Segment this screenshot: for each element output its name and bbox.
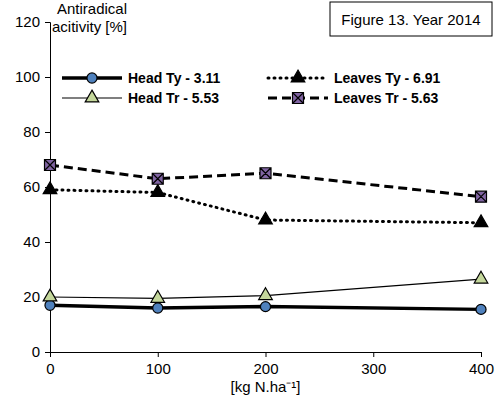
x-tick-label: 100	[146, 360, 171, 377]
legend-marker	[291, 70, 305, 82]
series-marker	[474, 215, 488, 227]
y-tick-mark	[45, 242, 50, 243]
y-tick-label: 80	[23, 123, 40, 140]
legend-label: Head Ty - 3.11	[128, 70, 221, 86]
legend-label: Leaves Tr - 5.63	[334, 90, 439, 106]
title-box	[330, 2, 492, 36]
series-marker	[259, 212, 273, 224]
x-tick: 400	[469, 352, 494, 377]
plot-area	[43, 160, 488, 315]
y-tick: 0	[32, 343, 50, 360]
legend-item: Leaves Tr - 5.63	[268, 90, 439, 106]
y-tick: 100	[15, 68, 50, 85]
legend-label: Leaves Ty - 6.91	[334, 70, 441, 86]
y-tick-mark	[45, 352, 50, 353]
x-tick-label: 400	[469, 360, 494, 377]
series-marker	[152, 173, 163, 184]
series-marker	[45, 300, 55, 310]
chart: 0 20 40 60 80 100 120 0 100 200 300 400 Antiradicala…	[0, 0, 500, 399]
legend: Head Ty - 3.11 Head Tr - 5.53 Leaves Ty - …	[62, 70, 441, 106]
series-marker	[43, 289, 57, 301]
x-tick: 0	[46, 352, 54, 377]
series-line	[50, 165, 481, 197]
legend-marker	[85, 90, 99, 102]
x-axis: 0 100 200 300 400	[46, 352, 494, 377]
series-marker	[153, 303, 163, 313]
x-tick-mark	[373, 352, 374, 357]
y-tick-label: 60	[23, 178, 40, 195]
x-tick-mark	[50, 352, 51, 357]
y-tick-label: 100	[15, 68, 40, 85]
series-marker	[45, 160, 56, 171]
legend-item: Leaves Ty - 6.91	[268, 70, 441, 86]
legend-marker	[87, 73, 97, 83]
series-marker	[260, 168, 271, 179]
y-tick: 120	[15, 13, 50, 30]
y-tick-label: 20	[23, 288, 40, 305]
x-tick: 300	[361, 352, 386, 377]
x-tick-label: 0	[46, 360, 54, 377]
x-tick-label: 300	[361, 360, 386, 377]
y-tick-label: 40	[23, 233, 40, 250]
x-tick: 200	[253, 352, 278, 377]
y-axis-title: Antiradicalacitivity [%]	[52, 0, 127, 35]
series-marker	[260, 302, 270, 312]
y-tick: 80	[23, 123, 50, 140]
x-tick-mark	[158, 352, 159, 357]
x-tick-mark	[481, 352, 482, 357]
x-tick: 100	[146, 352, 171, 377]
y-tick: 40	[23, 233, 50, 250]
y-tick-mark	[45, 22, 50, 23]
legend-item: Head Ty - 3.11	[62, 70, 221, 86]
y-tick-mark	[45, 77, 50, 78]
series-marker	[474, 271, 488, 283]
series-marker	[476, 191, 487, 202]
x-tick-label: 200	[253, 360, 278, 377]
series-marker	[151, 185, 165, 197]
x-axis-line	[51, 353, 482, 358]
x-tick-mark	[266, 352, 267, 357]
legend-item: Head Tr - 5.53	[62, 90, 219, 106]
title: Figure 13. Year 2014	[341, 11, 480, 28]
series-marker	[476, 304, 486, 314]
x-axis-title: [kg N.ha⁻¹]	[230, 378, 300, 395]
y-tick-mark	[45, 132, 50, 133]
series-marker	[259, 288, 273, 300]
y-tick-label: 0	[32, 343, 40, 360]
y-axis: 0 20 40 60 80 100 120	[15, 13, 51, 360]
series-marker	[43, 182, 57, 194]
legend-label: Head Tr - 5.53	[128, 90, 219, 106]
y-tick-label: 120	[15, 13, 40, 30]
series-marker	[151, 291, 165, 303]
legend-marker	[293, 93, 304, 104]
